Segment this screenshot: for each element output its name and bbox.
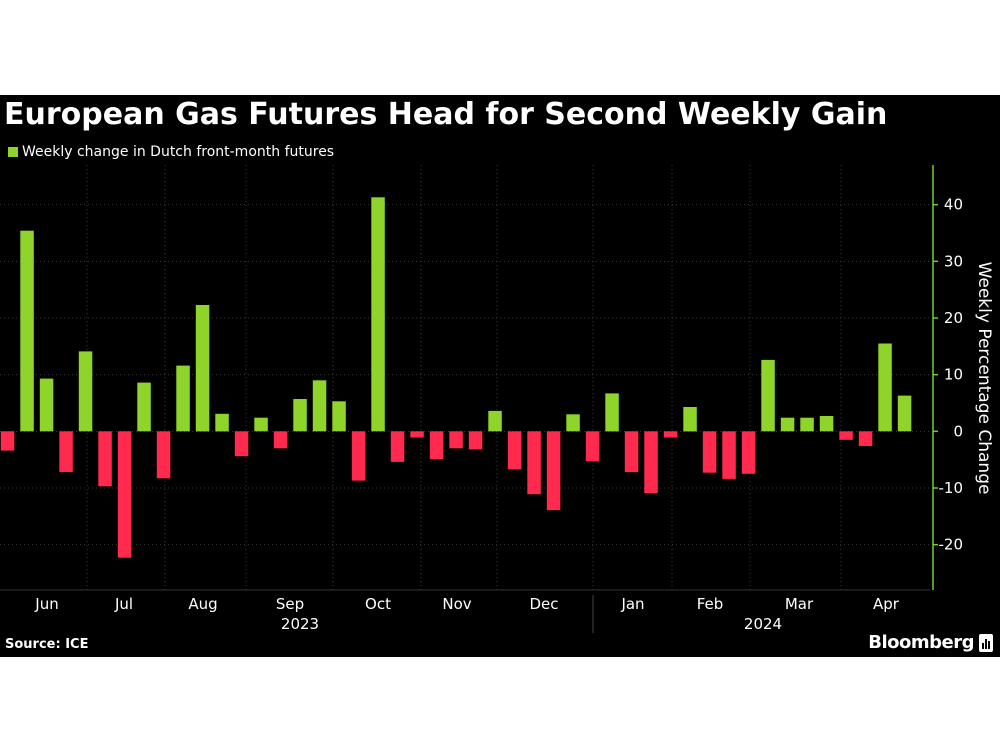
x-tick-label: Sep <box>276 595 304 613</box>
bar <box>156 431 171 479</box>
y-tick-label: -20 <box>939 536 964 554</box>
bloomberg-logo: Bloomberg <box>868 632 993 653</box>
bar <box>605 393 619 432</box>
bar <box>683 407 697 432</box>
bar <box>546 431 561 511</box>
legend-label: Weekly change in Dutch front-month futur… <box>22 144 335 160</box>
bar <box>429 431 444 460</box>
bar <box>332 401 346 432</box>
bar <box>273 431 288 449</box>
x-tick-label: Apr <box>873 595 900 613</box>
source-note: Source: ICE <box>5 637 89 652</box>
bar <box>137 382 151 432</box>
x-tick-label: Oct <box>365 595 391 613</box>
bar <box>507 431 522 470</box>
bar <box>761 359 775 432</box>
bar <box>176 365 190 432</box>
bar <box>351 431 366 481</box>
bar <box>624 431 639 473</box>
bar <box>39 378 54 432</box>
bar <box>234 431 249 457</box>
bar <box>566 414 580 432</box>
bloomberg-mark-icon <box>979 633 993 652</box>
chart-title: European Gas Futures Head for Second Wee… <box>4 97 888 132</box>
bar <box>78 351 93 432</box>
bar <box>644 431 658 494</box>
bar <box>410 431 424 438</box>
bar <box>819 416 834 432</box>
bar <box>20 230 34 432</box>
bar <box>0 431 15 451</box>
bar <box>449 431 463 449</box>
legend-swatch <box>8 147 18 157</box>
bar <box>527 431 541 495</box>
legend: Weekly change in Dutch front-month futur… <box>8 144 334 160</box>
y-tick-label: 20 <box>944 309 963 327</box>
bar <box>371 197 385 432</box>
bar <box>59 431 73 473</box>
bar <box>117 431 132 558</box>
bar <box>741 431 756 474</box>
bar <box>312 380 327 432</box>
bar <box>858 431 873 446</box>
bar <box>585 431 600 462</box>
year-label: 2023 <box>281 615 319 633</box>
y-tick-label: 0 <box>953 422 963 440</box>
x-tick-label: Nov <box>442 595 471 613</box>
chart-card: European Gas Futures Head for Second Wee… <box>0 95 1000 657</box>
x-tick-label: Aug <box>188 595 217 613</box>
bar <box>195 305 210 432</box>
x-tick-label: Jan <box>620 595 644 613</box>
year-label: 2024 <box>744 615 782 633</box>
bar <box>839 431 853 440</box>
y-tick-label: 10 <box>944 366 963 384</box>
bar <box>897 395 912 432</box>
x-tick-label: Mar <box>785 595 814 613</box>
x-tick-label: Dec <box>529 595 558 613</box>
bar <box>215 413 229 432</box>
bar <box>98 431 112 487</box>
bar-chart: -20 -10 0 10 20 30 40 Weekly Percentage Change J… <box>0 165 994 633</box>
brand-name: Bloomberg <box>868 632 974 653</box>
x-tick-label: Jun <box>34 595 58 613</box>
bar <box>878 343 892 432</box>
x-tick-label: Feb <box>697 595 724 613</box>
bar <box>254 417 268 432</box>
bar <box>663 431 678 438</box>
bar <box>800 417 814 432</box>
y-tick-label: -10 <box>939 479 964 497</box>
y-tick-label: 30 <box>944 252 963 270</box>
bar <box>390 431 405 462</box>
y-tick-label: 40 <box>944 196 963 214</box>
y-axis-title: Weekly Percentage Change <box>974 262 994 495</box>
bar <box>722 431 736 479</box>
bar <box>702 431 717 473</box>
bar <box>488 410 502 432</box>
bar <box>780 417 795 432</box>
x-tick-label: Jul <box>114 595 133 613</box>
bar <box>468 431 483 450</box>
bar <box>293 399 307 432</box>
